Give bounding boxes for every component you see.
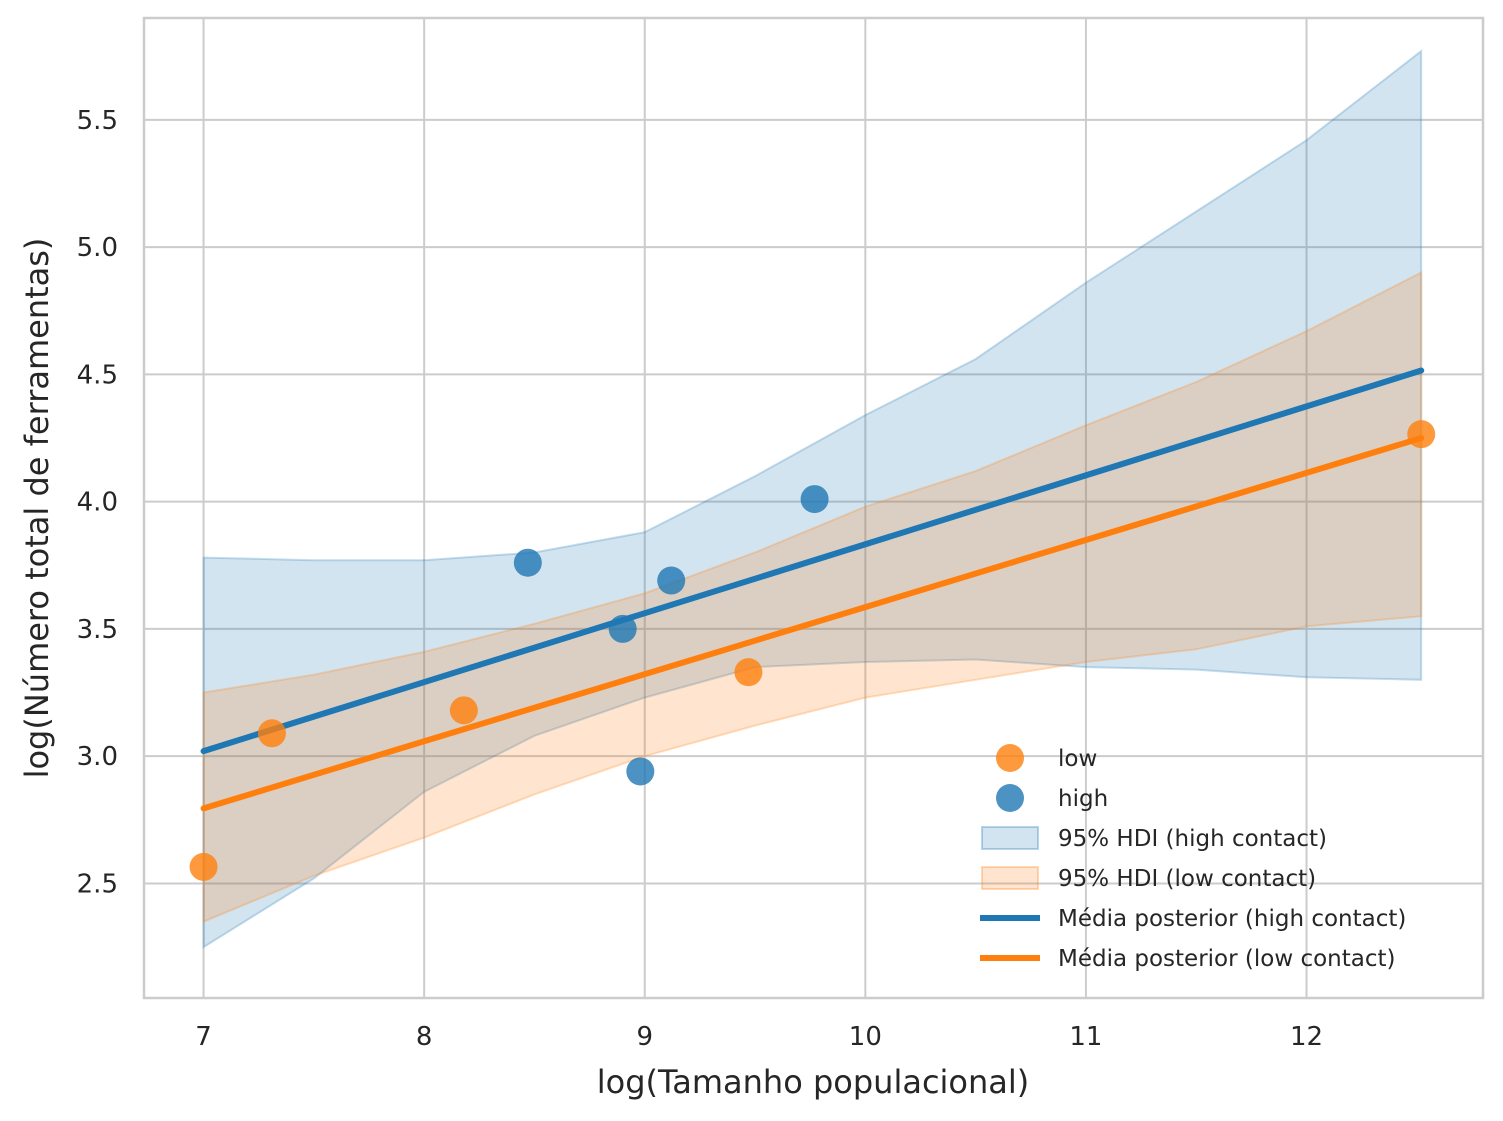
y-tick-label: 5.0 xyxy=(77,233,118,263)
data-point xyxy=(189,852,218,881)
legend-label: Média posterior (high contact) xyxy=(1058,906,1406,932)
x-tick-label: 7 xyxy=(195,1022,212,1052)
y-tick-label: 5.5 xyxy=(77,106,118,136)
data-point xyxy=(513,548,542,577)
legend-label: Média posterior (low contact) xyxy=(1058,946,1396,972)
x-tick-label: 10 xyxy=(849,1022,882,1052)
y-tick-label: 2.5 xyxy=(77,869,118,899)
y-tick-label: 3.0 xyxy=(77,742,118,772)
hdi-band xyxy=(202,270,1423,924)
data-point xyxy=(257,719,286,748)
legend-patch xyxy=(981,826,1039,850)
mean-lines xyxy=(200,367,1425,812)
mean-line xyxy=(200,367,1425,755)
data-point xyxy=(800,485,829,514)
y-tick-label: 4.5 xyxy=(77,360,118,390)
x-tick-label: 9 xyxy=(636,1022,653,1052)
x-axis-label: log(Tamanho populacional) xyxy=(597,1063,1030,1101)
data-point xyxy=(449,696,478,725)
legend: low high 95% HDI (high contact) 95% HDI (lo… xyxy=(980,744,1406,972)
x-tick-label: 12 xyxy=(1290,1022,1323,1052)
legend-patch xyxy=(981,866,1039,890)
y-tick-label: 3.5 xyxy=(77,615,118,645)
y-tick-label: 4.0 xyxy=(77,488,118,518)
plot-frame xyxy=(142,16,1485,1000)
data-point xyxy=(657,566,686,595)
legend-label: low xyxy=(1058,746,1097,772)
x-tick-label: 11 xyxy=(1069,1022,1102,1052)
y-axis-label: log(Número total de ferramentas) xyxy=(18,238,56,779)
data-point xyxy=(626,757,655,786)
legend-label: high xyxy=(1058,786,1108,812)
legend-label: 95% HDI (high contact) xyxy=(1058,826,1327,852)
x-tick-labels: 7 8 9 10 11 12 xyxy=(195,1022,1323,1052)
data-point xyxy=(608,614,637,643)
scatter-points xyxy=(189,420,1436,881)
x-tick-label: 8 xyxy=(416,1022,433,1052)
data-point xyxy=(1407,420,1436,449)
data-point xyxy=(734,658,763,687)
legend-marker xyxy=(996,744,1024,772)
mean-line xyxy=(200,435,1425,812)
legend-label: 95% HDI (low contact) xyxy=(1058,866,1316,892)
y-tick-labels: 2.5 3.0 3.5 4.0 4.5 5.0 5.5 xyxy=(77,106,118,900)
legend-marker xyxy=(996,784,1024,812)
